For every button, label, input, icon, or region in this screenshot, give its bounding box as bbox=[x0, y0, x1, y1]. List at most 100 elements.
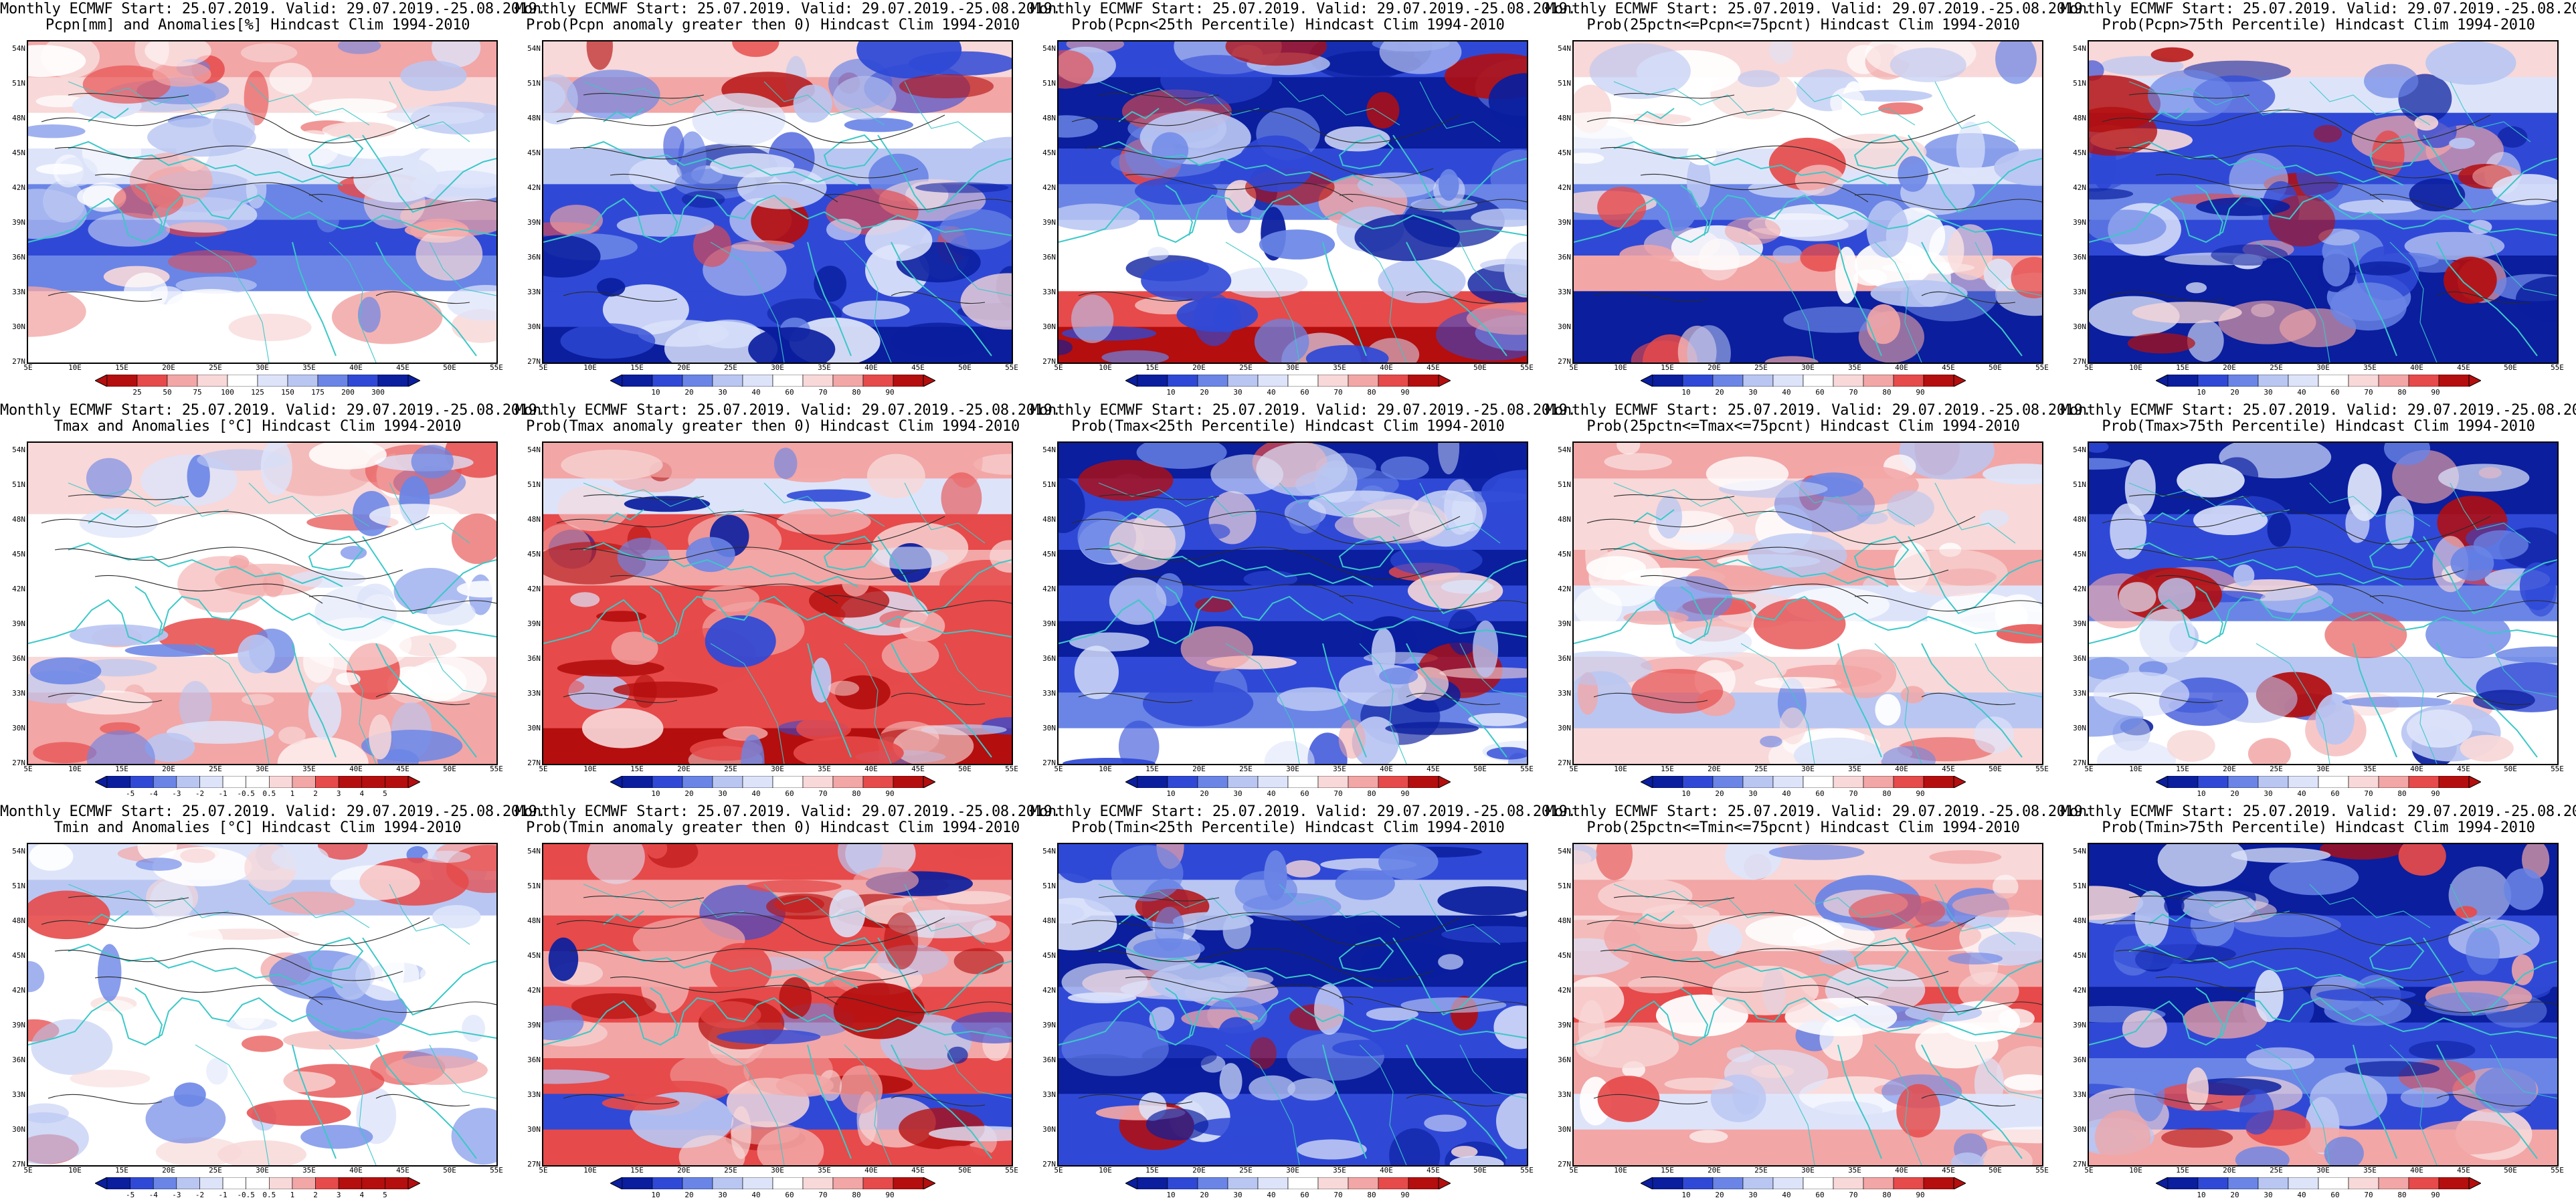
field-blob bbox=[766, 893, 841, 920]
forecast-map[interactable] bbox=[2088, 40, 2559, 364]
field-blob bbox=[543, 1005, 584, 1041]
coastline bbox=[1059, 595, 1527, 645]
forecast-map[interactable] bbox=[27, 441, 498, 765]
border-line bbox=[583, 884, 745, 918]
map-panel: Monthly ECMWF Start: 25.07.2019. Valid: … bbox=[1546, 803, 2092, 1204]
contour-line bbox=[1098, 93, 1220, 99]
lat-label: 48N bbox=[2073, 916, 2086, 925]
border-line bbox=[1459, 1044, 1527, 1099]
field-blob bbox=[2455, 906, 2478, 918]
color-bar-step bbox=[1923, 375, 1954, 387]
forecast-map[interactable] bbox=[1057, 843, 1528, 1167]
field-blob bbox=[731, 240, 795, 252]
forecast-map[interactable] bbox=[1572, 843, 2043, 1167]
contour-line bbox=[1085, 145, 1434, 179]
field-blob bbox=[1948, 952, 2003, 965]
contour-line bbox=[1921, 692, 2016, 706]
lon-label: 40E bbox=[2410, 363, 2423, 372]
color-bar-label: 50 bbox=[163, 388, 172, 397]
field-blob bbox=[35, 163, 83, 175]
color-bar-arrow-right bbox=[2468, 776, 2481, 788]
color-bar-step bbox=[2197, 375, 2229, 387]
lon-label: 35E bbox=[818, 363, 831, 372]
contour-line bbox=[583, 896, 705, 902]
color-bar-label: 90 bbox=[2431, 789, 2440, 798]
lon-label: 35E bbox=[2363, 363, 2377, 372]
color-bar-label: 60 bbox=[785, 388, 794, 397]
lon-label: 35E bbox=[302, 363, 316, 372]
lat-label: 51N bbox=[2073, 480, 2086, 489]
lat-label: 51N bbox=[1558, 882, 1571, 890]
color-bar-step bbox=[1167, 776, 1198, 788]
field-blob bbox=[1687, 142, 1717, 166]
coastline bbox=[583, 140, 858, 186]
coastline bbox=[1098, 542, 1374, 587]
field-blob bbox=[1983, 258, 2014, 290]
border-line bbox=[844, 1044, 892, 1165]
forecast-map[interactable] bbox=[1572, 441, 2043, 765]
field-blob bbox=[1655, 495, 1682, 539]
forecast-map[interactable] bbox=[542, 441, 1013, 765]
contour-line bbox=[569, 948, 919, 981]
field-blob bbox=[646, 844, 668, 859]
contour-line bbox=[68, 896, 189, 902]
forecast-map[interactable] bbox=[542, 843, 1013, 1167]
field-blob bbox=[1357, 172, 1437, 198]
field-blob bbox=[2425, 41, 2516, 85]
border-line bbox=[389, 884, 470, 945]
color-bar-step bbox=[2167, 375, 2199, 387]
forecast-map[interactable] bbox=[542, 40, 1013, 364]
color-bar bbox=[95, 1177, 420, 1189]
lon-label: 45E bbox=[1427, 1166, 1440, 1175]
color-bar-arrow-left bbox=[1125, 1177, 1138, 1189]
contour-line bbox=[891, 1094, 986, 1107]
color-bar-arrow-left bbox=[1125, 776, 1138, 788]
contour-line bbox=[556, 511, 945, 545]
color-bar-step bbox=[199, 776, 223, 788]
lat-label: 33N bbox=[1042, 689, 1056, 698]
lat-label: 36N bbox=[527, 1056, 541, 1064]
forecast-map[interactable] bbox=[27, 843, 498, 1167]
field-blob bbox=[1147, 247, 1169, 261]
lat-label: 42N bbox=[12, 585, 25, 593]
contour-line bbox=[1125, 976, 1354, 1005]
forecast-map[interactable] bbox=[2088, 843, 2559, 1167]
forecast-map[interactable] bbox=[27, 40, 498, 364]
forecast-map[interactable] bbox=[1572, 40, 2043, 364]
forecast-map[interactable] bbox=[1057, 40, 1528, 364]
lon-label: 35E bbox=[1333, 363, 1346, 372]
color-bar-arrow-left bbox=[610, 1177, 623, 1189]
lat-label: 54N bbox=[12, 44, 25, 53]
lon-label: 15E bbox=[1145, 1166, 1159, 1175]
color-bar-step bbox=[1167, 375, 1198, 387]
panel-title-line1: Monthly ECMWF Start: 25.07.2019. Valid: … bbox=[1030, 1, 1576, 17]
lon-label: 55E bbox=[490, 1166, 503, 1175]
lon-label: 55E bbox=[2035, 363, 2049, 372]
lon-label: 55E bbox=[490, 363, 503, 372]
forecast-map[interactable] bbox=[1057, 441, 1528, 765]
lat-label: 42N bbox=[1042, 183, 1056, 192]
color-bar-arrow-left bbox=[610, 375, 623, 387]
lon-label: 15E bbox=[115, 765, 128, 773]
field-blob bbox=[1059, 844, 1107, 884]
field-blob bbox=[682, 191, 725, 208]
color-bar-step bbox=[1923, 776, 1954, 788]
field-blob bbox=[1631, 669, 1724, 714]
contour-line bbox=[1406, 692, 1501, 706]
color-bar bbox=[1125, 776, 1451, 788]
field-blob bbox=[1983, 464, 2042, 485]
lat-label: 33N bbox=[12, 288, 25, 296]
color-bar-step bbox=[802, 375, 834, 387]
color-bar-label: 30 bbox=[1748, 388, 1758, 397]
color-bar-label: 60 bbox=[1815, 1191, 1825, 1199]
lat-label: 39N bbox=[1558, 619, 1571, 628]
contour-line bbox=[54, 145, 403, 179]
coastline bbox=[650, 185, 678, 236]
lon-label: 50E bbox=[443, 765, 456, 773]
lon-label: 15E bbox=[630, 765, 644, 773]
lon-label: 55E bbox=[2035, 765, 2049, 773]
forecast-map[interactable] bbox=[2088, 441, 2559, 765]
field-blob bbox=[543, 74, 578, 124]
border-line bbox=[1225, 643, 1300, 764]
field-blob bbox=[1724, 217, 1781, 245]
